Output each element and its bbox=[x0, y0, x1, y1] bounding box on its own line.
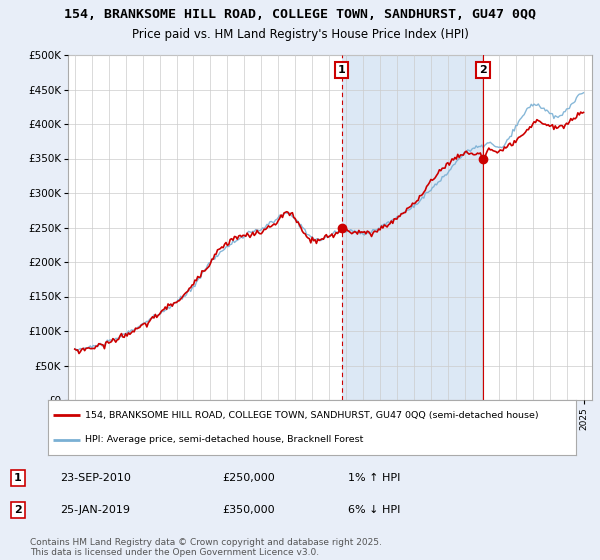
Text: Price paid vs. HM Land Registry's House Price Index (HPI): Price paid vs. HM Land Registry's House … bbox=[131, 28, 469, 41]
Bar bbox=[341, 55, 483, 400]
Text: £350,000: £350,000 bbox=[222, 505, 275, 515]
Text: 154, BRANKSOME HILL ROAD, COLLEGE TOWN, SANDHURST, GU47 0QQ: 154, BRANKSOME HILL ROAD, COLLEGE TOWN, … bbox=[64, 8, 536, 21]
Text: 1: 1 bbox=[14, 473, 22, 483]
Text: 25-JAN-2019: 25-JAN-2019 bbox=[60, 505, 130, 515]
Text: Contains HM Land Registry data © Crown copyright and database right 2025.
This d: Contains HM Land Registry data © Crown c… bbox=[30, 538, 382, 557]
Text: HPI: Average price, semi-detached house, Bracknell Forest: HPI: Average price, semi-detached house,… bbox=[85, 435, 364, 444]
Text: 1% ↑ HPI: 1% ↑ HPI bbox=[348, 473, 400, 483]
Text: 6% ↓ HPI: 6% ↓ HPI bbox=[348, 505, 400, 515]
Text: 154, BRANKSOME HILL ROAD, COLLEGE TOWN, SANDHURST, GU47 0QQ (semi-detached house: 154, BRANKSOME HILL ROAD, COLLEGE TOWN, … bbox=[85, 411, 539, 420]
Text: £250,000: £250,000 bbox=[222, 473, 275, 483]
Text: 2: 2 bbox=[479, 65, 487, 75]
Text: 1: 1 bbox=[338, 65, 346, 75]
Text: 2: 2 bbox=[14, 505, 22, 515]
Text: 23-SEP-2010: 23-SEP-2010 bbox=[60, 473, 131, 483]
